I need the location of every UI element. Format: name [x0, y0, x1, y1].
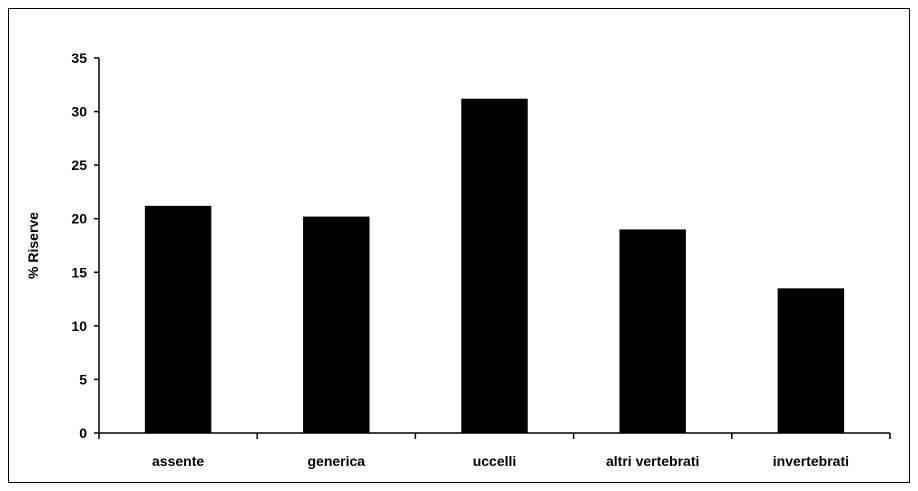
x-tick-label: invertebrati	[773, 453, 849, 469]
x-axis: assente generica uccelli altri vertebrati in…	[98, 432, 891, 469]
y-tick-label: 0	[79, 425, 87, 441]
y-axis-title: % Riserve	[25, 212, 41, 279]
x-tick-label: uccelli	[473, 453, 517, 469]
x-tick-label: altri vertebrati	[606, 453, 699, 469]
y-tick-label: 35	[71, 50, 87, 66]
bar	[777, 288, 845, 433]
y-tick-label: 25	[71, 157, 87, 173]
bar	[303, 216, 370, 433]
x-tick-label: assente	[152, 453, 204, 469]
y-tick-label: 15	[71, 264, 87, 280]
bar	[461, 98, 528, 433]
y-tick-label: 10	[71, 318, 87, 334]
y-tick-label: 30	[71, 104, 87, 120]
x-tick-label: generica	[308, 453, 366, 469]
y-tick-label: 20	[71, 211, 87, 227]
bars	[144, 98, 845, 433]
y-axis: 0 5 10 15 20 25 30 35	[71, 50, 100, 441]
bar	[619, 229, 686, 433]
bar	[144, 205, 212, 433]
y-tick-label: 5	[79, 371, 87, 387]
